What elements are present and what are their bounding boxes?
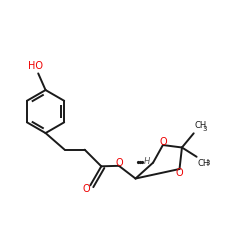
Text: 3: 3 bbox=[206, 160, 210, 166]
Text: HO: HO bbox=[28, 62, 43, 72]
Text: CH: CH bbox=[194, 121, 206, 130]
Text: O: O bbox=[159, 136, 167, 146]
Text: O: O bbox=[175, 168, 183, 178]
Text: CH: CH bbox=[197, 159, 209, 168]
Text: O: O bbox=[82, 184, 90, 194]
Text: 3: 3 bbox=[202, 126, 207, 132]
Text: O: O bbox=[116, 158, 124, 168]
Text: H: H bbox=[144, 158, 150, 166]
